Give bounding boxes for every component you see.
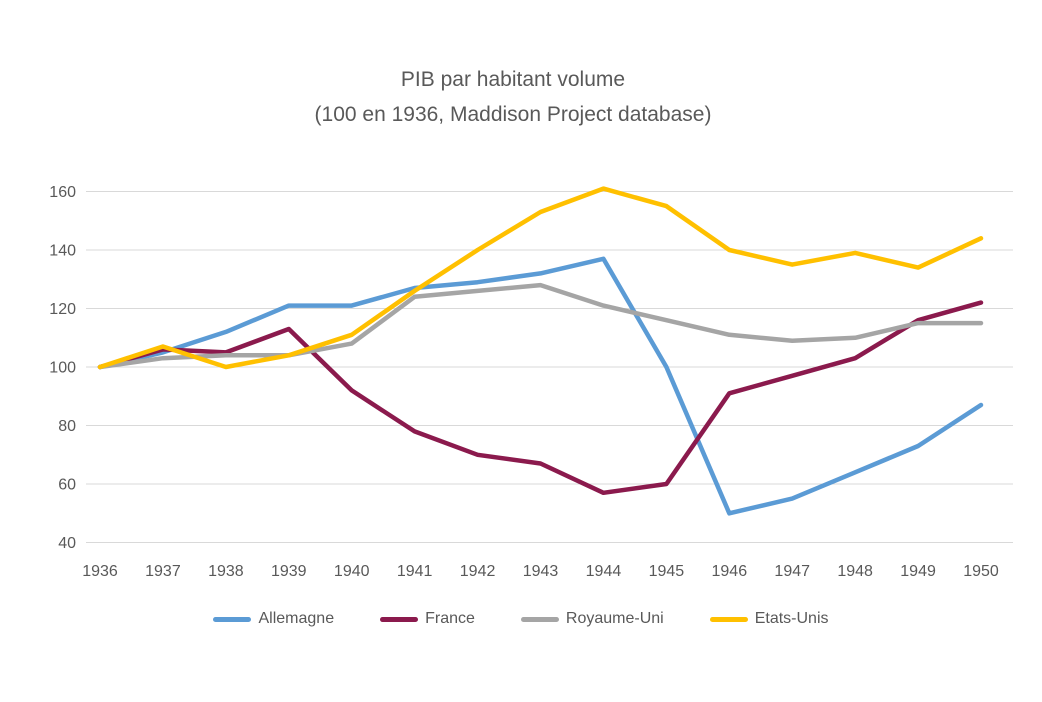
legend-item-etats-unis: Etats-Unis (709, 610, 829, 628)
y-tick-label: 140 (49, 243, 76, 260)
legend-item-allemagne: Allemagne (213, 610, 334, 628)
y-tick-label: 40 (58, 535, 76, 552)
legend-swatch (709, 616, 748, 622)
series-line-royaume-uni (97, 282, 984, 370)
y-tick-label: 160 (49, 184, 76, 201)
x-tick-label: 1944 (586, 563, 622, 580)
chart-title-block: PIB par habitant volume (100 en 1936, Ma… (0, 62, 1026, 132)
series-line-allemagne (97, 256, 984, 516)
x-tick-label: 1950 (963, 563, 999, 580)
x-tick-label: 1945 (649, 563, 685, 580)
y-tick-label: 100 (49, 360, 76, 377)
x-tick-label: 1943 (523, 563, 559, 580)
legend-label: Royaume-Uni (565, 610, 664, 627)
x-tick-label: 1938 (208, 563, 244, 580)
legend-item-france: France (380, 610, 475, 628)
chart-legend: Allemagne France Royaume-Uni Etats-Unis (0, 610, 1042, 628)
x-tick-label: 1949 (900, 563, 936, 580)
x-tick-label: 1936 (82, 563, 118, 580)
legend-swatch (213, 616, 252, 622)
y-tick-label: 60 (58, 477, 76, 494)
x-tick-label: 1942 (460, 563, 496, 580)
x-tick-label: 1937 (145, 563, 181, 580)
x-tick-label: 1948 (837, 563, 873, 580)
legend-swatch (520, 616, 559, 622)
series-line-etats-unis (97, 186, 984, 370)
x-tick-label: 1940 (334, 563, 370, 580)
legend-label: Etats-Unis (754, 610, 829, 627)
x-tick-label: 1946 (712, 563, 748, 580)
x-tick-label: 1947 (774, 563, 810, 580)
y-tick-label: 120 (49, 301, 76, 318)
chart-subtitle: (100 en 1936, Maddison Project database) (314, 103, 712, 126)
x-tick-label: 1939 (271, 563, 307, 580)
chart-title: PIB par habitant volume (400, 68, 626, 91)
legend-swatch (380, 616, 419, 622)
series-line-france (97, 300, 984, 496)
legend-item-royaume-uni: Royaume-Uni (520, 610, 664, 628)
legend-label: France (425, 610, 475, 627)
x-tick-label: 1941 (397, 563, 433, 580)
legend-label: Allemagne (258, 610, 335, 627)
y-tick-label: 80 (58, 418, 76, 435)
